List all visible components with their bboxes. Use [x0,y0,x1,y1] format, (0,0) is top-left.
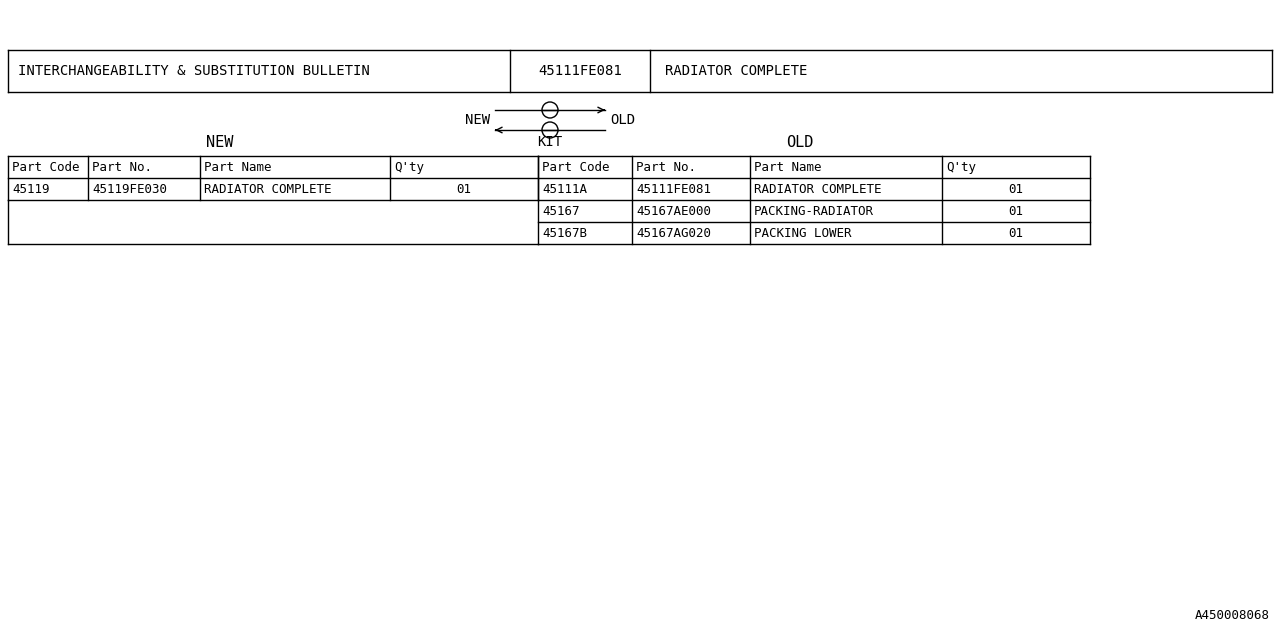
Text: Q'ty: Q'ty [394,161,424,173]
Text: NEW: NEW [206,134,234,150]
Text: 01: 01 [1009,205,1024,218]
Text: 01: 01 [1009,182,1024,195]
Text: RADIATOR COMPLETE: RADIATOR COMPLETE [666,64,808,78]
Text: RADIATOR COMPLETE: RADIATOR COMPLETE [754,182,882,195]
Text: 45167B: 45167B [541,227,588,239]
Text: 45111FE081: 45111FE081 [538,64,622,78]
Text: Part No.: Part No. [92,161,152,173]
Text: RADIATOR COMPLETE: RADIATOR COMPLETE [204,182,332,195]
Text: OLD: OLD [611,113,635,127]
Text: 45167: 45167 [541,205,580,218]
Text: 45167AG020: 45167AG020 [636,227,710,239]
Text: 01: 01 [457,182,471,195]
Text: INTERCHANGEABILITY & SUBSTITUTION BULLETIN: INTERCHANGEABILITY & SUBSTITUTION BULLET… [18,64,370,78]
Text: PACKING-RADIATOR: PACKING-RADIATOR [754,205,874,218]
Text: 01: 01 [1009,227,1024,239]
Text: Part No.: Part No. [636,161,696,173]
Text: NEW: NEW [465,113,490,127]
Text: Part Name: Part Name [754,161,822,173]
Text: 45119FE030: 45119FE030 [92,182,166,195]
Text: Part Code: Part Code [12,161,79,173]
Text: Part Name: Part Name [204,161,271,173]
Text: 45167AE000: 45167AE000 [636,205,710,218]
Text: 45119: 45119 [12,182,50,195]
Text: OLD: OLD [786,134,814,150]
Text: Part Code: Part Code [541,161,609,173]
Text: 45111A: 45111A [541,182,588,195]
Text: KIT: KIT [538,135,563,149]
Text: PACKING LOWER: PACKING LOWER [754,227,851,239]
Text: A450008068: A450008068 [1196,609,1270,622]
Text: 45111FE081: 45111FE081 [636,182,710,195]
Text: Q'ty: Q'ty [946,161,977,173]
